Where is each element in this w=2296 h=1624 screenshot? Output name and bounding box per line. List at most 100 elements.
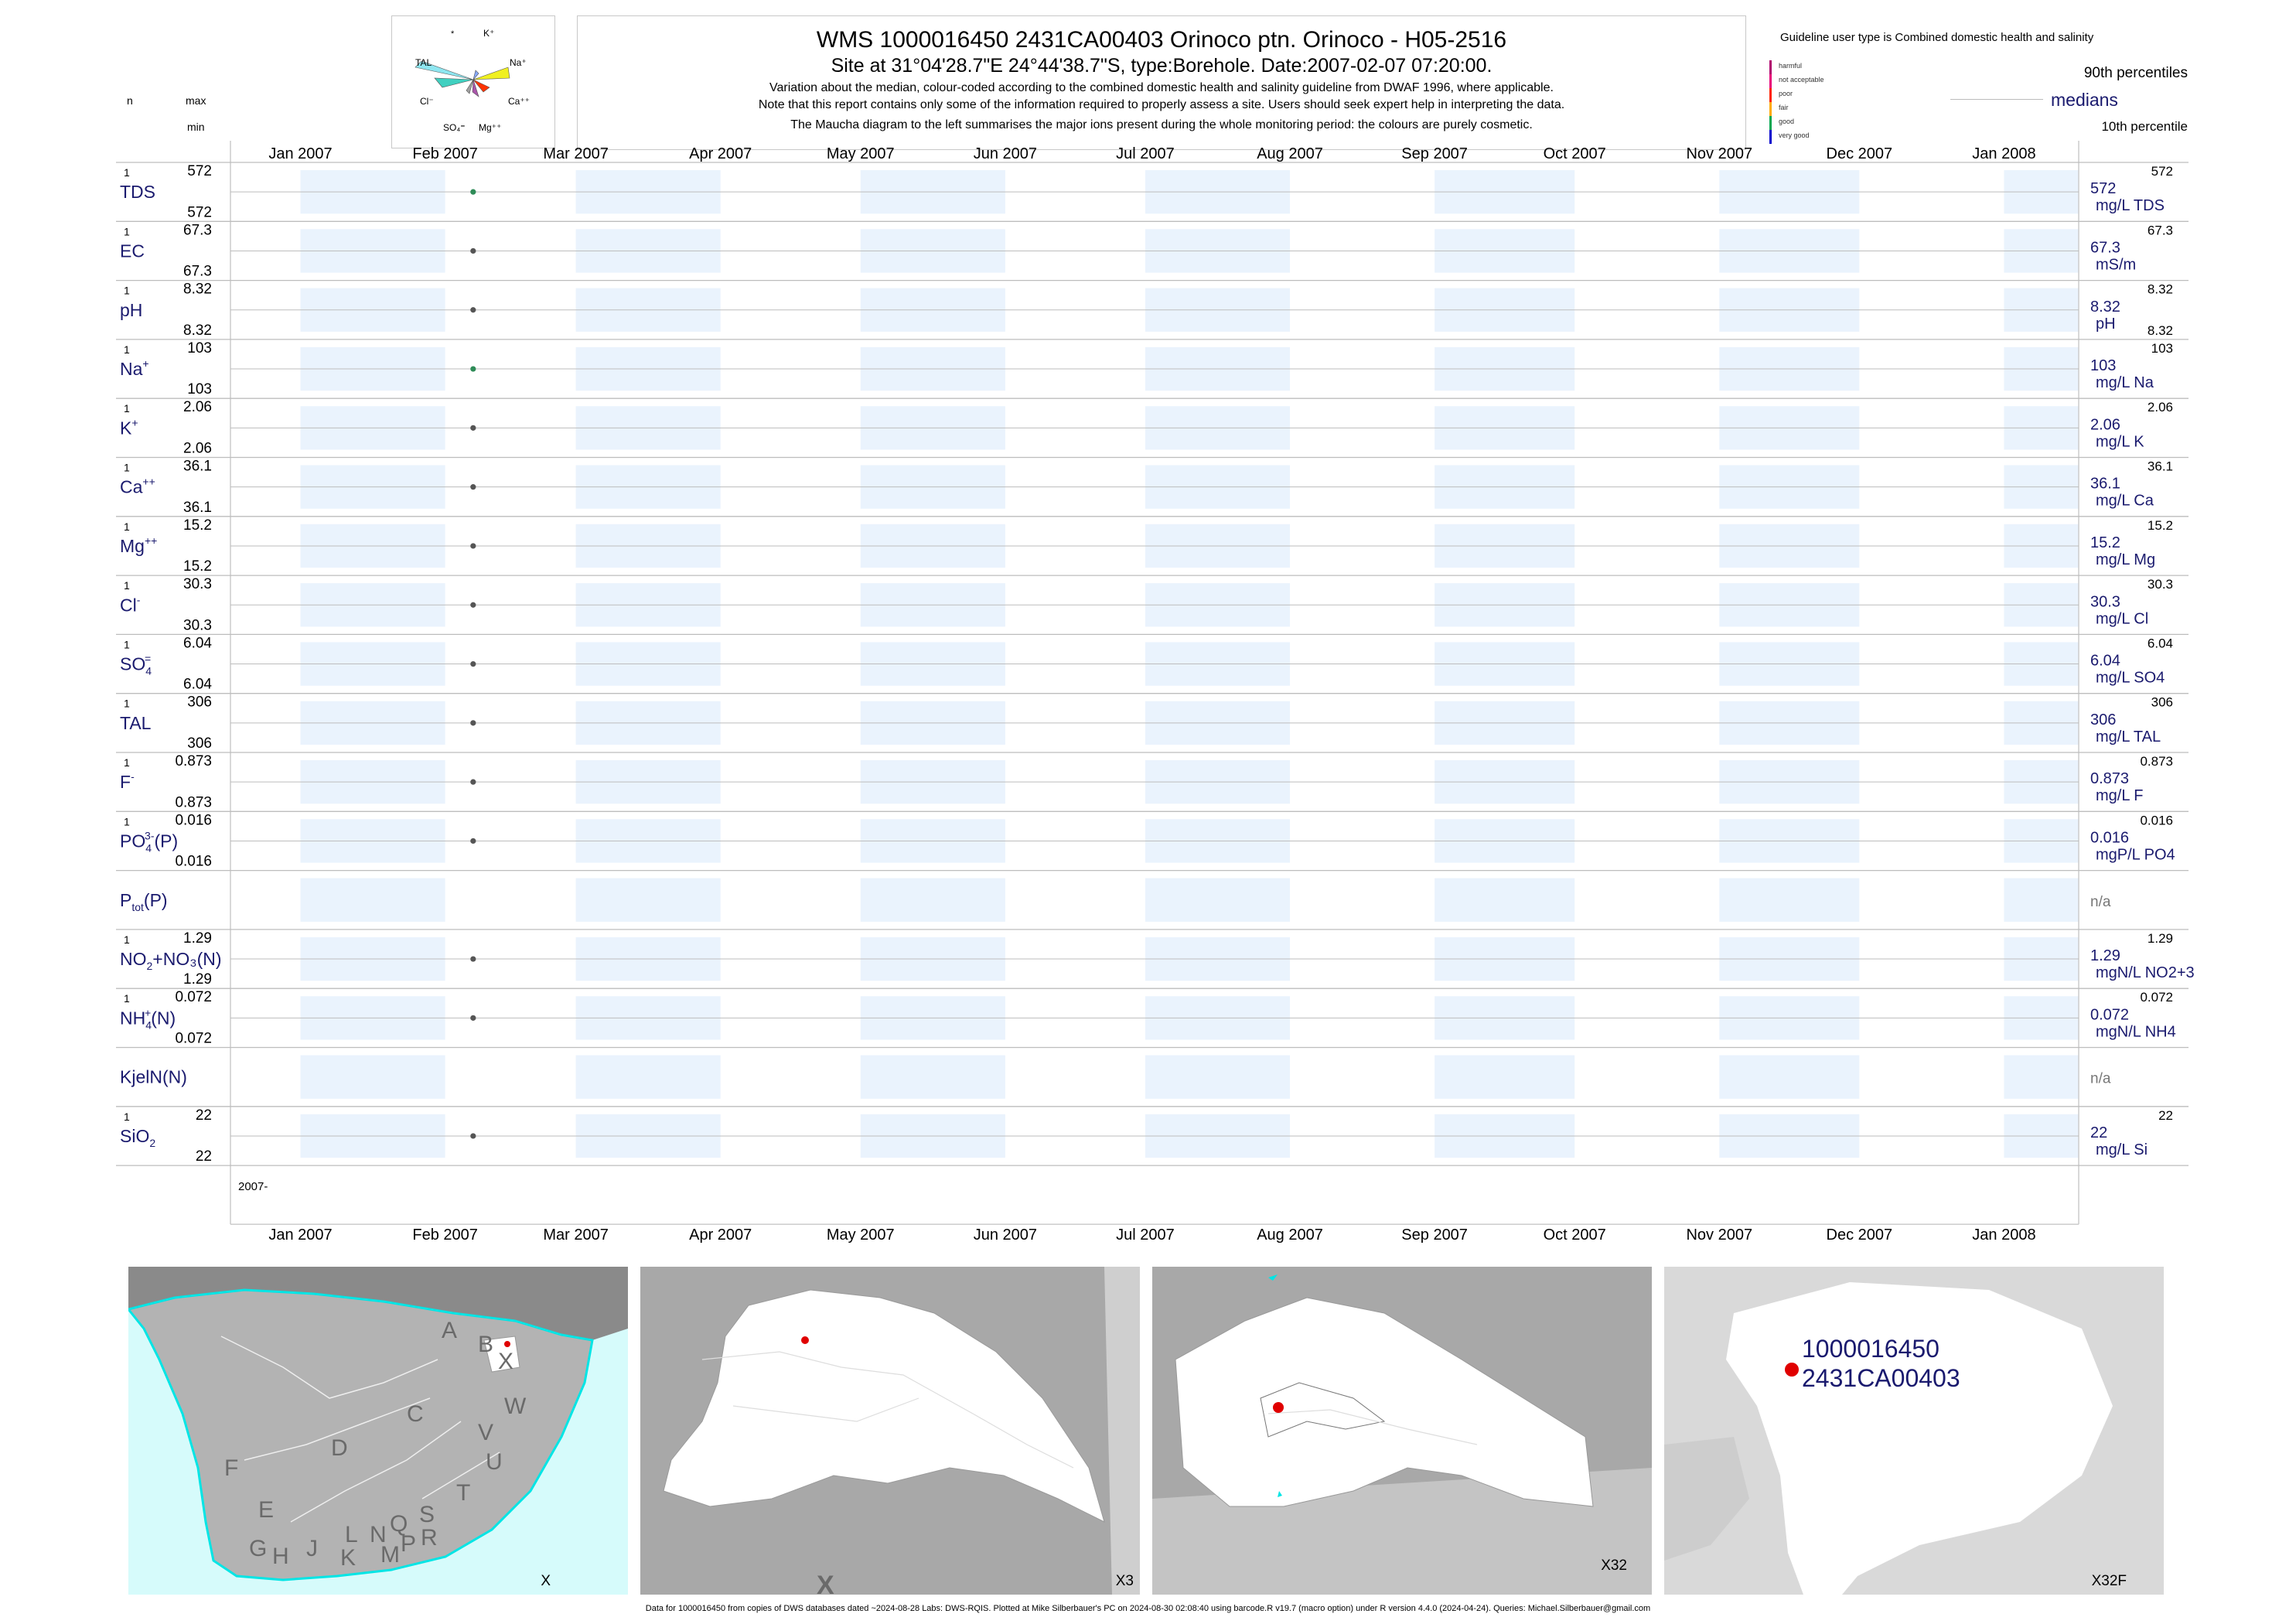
maucha-na-segment [473, 67, 510, 80]
row-p90-value: 0.072 [2140, 990, 2173, 1005]
sample-count: 1 [124, 402, 130, 415]
row-min-value: 2.06 [183, 441, 212, 457]
sample-count: 1 [124, 343, 130, 356]
parameter-label: TAL [120, 713, 152, 733]
row-unit: mg/L F [2096, 787, 2144, 804]
row-min-value: 572 [187, 204, 212, 220]
sample-point [470, 838, 476, 844]
sample-point [470, 366, 476, 372]
footer-credits: Data for 1000016450 from copies of DWS d… [645, 1604, 1651, 1613]
month-tick-label-bottom: Feb 2007 [412, 1227, 478, 1244]
row-min-value: 1.29 [183, 971, 212, 988]
site-code-label: 2431CA00403 [1802, 1364, 1960, 1392]
month-tick-label-top: Sep 2007 [1401, 145, 1468, 162]
row-max-value: 30.3 [183, 576, 212, 592]
row-median-value: 0.072 [2090, 1006, 2129, 1023]
month-band [575, 878, 721, 922]
drainage-region-label: L [345, 1522, 358, 1547]
sample-point [470, 307, 476, 313]
row-unit: mgN/L NO2+3 [2096, 964, 2195, 981]
month-band [1145, 878, 1291, 922]
row-max-value: 2.06 [183, 399, 212, 415]
report-note-2: Note that this report contains only some… [758, 98, 1565, 111]
month-band [300, 1055, 445, 1099]
month-band [860, 878, 1005, 922]
drainage-region-label: A [442, 1318, 457, 1343]
row-p90-value: 103 [2151, 341, 2173, 356]
legend-median-line [1950, 99, 2043, 100]
guideline-level: poor [1779, 90, 1793, 97]
drainage-region-label: H [272, 1544, 289, 1569]
maucha-diagram-box: * K⁺ TAL Na⁺ Cl⁻ Ca⁺⁺ SO₄⁼ Mg⁺⁺ [391, 15, 555, 148]
row-min-value: 103 [187, 381, 212, 397]
row-max-value: 67.3 [183, 222, 212, 238]
parameter-label: Na+ [120, 357, 149, 379]
parameter-label: SiO2 [120, 1126, 155, 1149]
maucha-tal-segment [415, 60, 474, 80]
row-median-na: n/a [2090, 894, 2111, 910]
row-p10-value: 8.32 [2148, 323, 2173, 338]
parameter-label: Ca++ [120, 476, 155, 497]
maucha-label: K⁺ [483, 28, 494, 39]
sample-count: 1 [124, 933, 130, 946]
row-unit: pH [2096, 316, 2116, 333]
sample-count: 1 [124, 1111, 130, 1123]
map-grid-marker: X [817, 1571, 834, 1595]
drainage-region-label: Q [390, 1511, 408, 1537]
guideline-level: not acceptable [1779, 76, 1824, 84]
month-band [1145, 1055, 1291, 1099]
row-median-value: 0.873 [2090, 770, 2129, 787]
row-median-value: 103 [2090, 357, 2116, 374]
drainage-region-label: U [486, 1449, 503, 1475]
parameter-label: TDS [120, 182, 155, 202]
month-tick-label-bottom: Mar 2007 [543, 1227, 609, 1244]
parameter-label: Mg++ [120, 534, 157, 556]
row-p90-value: 1.29 [2148, 931, 2173, 946]
row-unit: mg/L TAL [2096, 728, 2161, 745]
row-p90-value: 22 [2158, 1108, 2173, 1123]
parameter-label: Cl- [120, 593, 141, 615]
month-tick-label-bottom: Jan 2007 [268, 1227, 332, 1244]
maucha-diagram: * K⁺ TAL Na⁺ Cl⁻ Ca⁺⁺ SO₄⁼ Mg⁺⁺ [415, 28, 530, 133]
site-id-label: 1000016450 [1802, 1335, 1939, 1363]
row-unit: mg/L TDS [2096, 197, 2165, 214]
row-p90-value: 6.04 [2148, 636, 2173, 650]
sample-point [470, 779, 476, 785]
drainage-region-label: E [258, 1497, 274, 1523]
month-tick-label-top: Jan 2007 [268, 145, 332, 162]
row-min-value: 0.016 [175, 854, 212, 870]
month-band [1435, 878, 1575, 922]
row-max-value: 6.04 [183, 635, 212, 651]
site-marker-quaternary [1273, 1402, 1284, 1413]
row-unit: mg/L Mg [2096, 551, 2155, 568]
row-p90-value: 30.3 [2148, 577, 2173, 592]
row-max-value: 8.32 [183, 281, 212, 298]
report-subtitle: Site at 31°04'28.7"E 24°44'38.7"S, type:… [831, 55, 1493, 77]
row-median-na: n/a [2090, 1071, 2111, 1087]
row-unit: mg/L Cl [2096, 610, 2148, 627]
guideline-legend: harmful not acceptable poor fair good ve… [1769, 60, 1862, 144]
col-header-max: max [186, 94, 206, 107]
legend-medians: medians [2051, 90, 2118, 110]
month-band [860, 1055, 1005, 1099]
row-min-value: 306 [187, 735, 212, 752]
maucha-label: * [451, 29, 455, 39]
row-p90-value: 36.1 [2148, 459, 2173, 474]
month-tick-label-top: Nov 2007 [1686, 145, 1752, 162]
row-median-value: 67.3 [2090, 239, 2120, 256]
row-unit: mgN/L NH4 [2096, 1023, 2176, 1040]
month-tick-label-top: May 2007 [827, 145, 895, 162]
map-catchment [640, 1267, 1140, 1595]
drainage-region-label: B [478, 1332, 493, 1357]
month-tick-label-bottom: Jul 2007 [1116, 1227, 1175, 1244]
sample-point [470, 247, 476, 254]
sample-count: 1 [124, 225, 130, 237]
month-tick-label-bottom: Aug 2007 [1257, 1227, 1323, 1244]
sample-point [470, 660, 476, 667]
drainage-region-label: X [498, 1349, 513, 1374]
maucha-label: Na⁺ [510, 57, 527, 68]
row-max-value: 0.016 [175, 812, 212, 828]
maucha-label: Ca⁺⁺ [508, 96, 530, 107]
parameter-label: K+ [120, 416, 138, 438]
drainage-region-label: S [419, 1502, 435, 1527]
